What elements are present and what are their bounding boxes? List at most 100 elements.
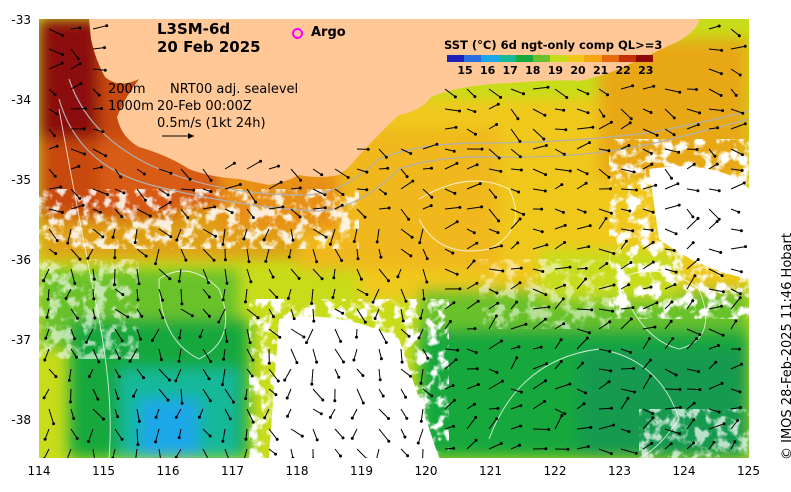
current-vector — [532, 228, 543, 233]
current-vector — [400, 208, 410, 220]
current-vector — [532, 86, 549, 90]
current-vector — [223, 348, 226, 360]
current-vector-head — [560, 414, 564, 418]
current-vector-head — [92, 277, 96, 281]
current-vector-head — [563, 412, 567, 416]
current-vector-head — [587, 245, 591, 249]
current-vector-head — [405, 416, 409, 420]
current-vector — [532, 268, 543, 272]
current-vector-head — [672, 133, 676, 137]
current-vector-head — [721, 290, 725, 294]
current-vector-head — [403, 435, 407, 439]
lon-tick-label: 116 — [156, 464, 180, 478]
current-vector-head — [81, 203, 85, 207]
current-vector — [664, 388, 680, 390]
sst-map[interactable] — [39, 19, 749, 458]
current-vector-head — [455, 220, 459, 224]
current-vector-head — [473, 327, 477, 331]
current-vector-head — [738, 406, 742, 409]
current-vector-head — [589, 425, 593, 429]
current-vector-head — [365, 170, 369, 174]
current-vector-head — [678, 405, 682, 409]
current-vector-head — [738, 292, 742, 296]
current-vector — [576, 126, 593, 130]
current-vector — [488, 407, 499, 410]
current-vector-head — [517, 345, 521, 349]
current-vector — [334, 188, 344, 195]
current-vector-head — [276, 379, 280, 383]
current-vector — [44, 348, 50, 361]
current-vector — [532, 168, 546, 176]
current-vector — [642, 417, 654, 430]
current-vector — [353, 228, 358, 242]
current-vector-head — [100, 107, 103, 110]
current-vector-head — [669, 319, 673, 323]
current-vector-head — [691, 241, 695, 245]
colorbar-segment — [481, 55, 499, 62]
current-vector — [488, 340, 502, 350]
current-vector-head — [734, 319, 738, 323]
current-vector-head — [375, 240, 379, 244]
current-vector — [598, 263, 608, 270]
current-vector — [664, 338, 674, 350]
current-vector — [400, 388, 407, 398]
current-vector-head — [452, 446, 456, 450]
current-vector-head — [721, 109, 725, 113]
current-vector — [376, 228, 380, 242]
current-vector — [708, 361, 717, 370]
current-vector-head — [678, 388, 682, 391]
current-vector-head — [517, 190, 521, 194]
current-vector — [664, 268, 677, 273]
current-vector-head — [416, 441, 420, 445]
current-vector-head — [350, 416, 354, 420]
current-vector — [175, 368, 182, 382]
current-vector — [158, 348, 162, 360]
current-vector — [378, 268, 389, 282]
current-vector-head — [356, 257, 360, 261]
current-vector — [378, 207, 390, 210]
current-vector — [686, 124, 699, 130]
current-vector — [576, 328, 590, 334]
current-vector — [92, 148, 106, 157]
current-vector-head — [169, 235, 173, 239]
current-vector-head — [717, 189, 721, 193]
current-vector-head — [197, 415, 201, 419]
current-vector-head — [419, 316, 423, 320]
current-vector — [708, 221, 718, 230]
current-vector-head — [75, 437, 79, 440]
current-vector-head — [501, 269, 505, 273]
current-vector-head — [417, 336, 421, 340]
current-vector — [444, 221, 458, 230]
colorbar-segment — [567, 55, 585, 62]
current-vector — [43, 388, 50, 399]
current-vector — [312, 168, 322, 176]
current-vector — [334, 368, 340, 378]
current-vector — [202, 268, 209, 283]
current-vector-head — [323, 206, 327, 210]
current-vector-head — [634, 188, 638, 192]
current-vector-head — [501, 379, 504, 383]
lon-tick-label: 120 — [414, 464, 438, 478]
current-vector-head — [585, 336, 589, 340]
current-vector-head — [256, 316, 260, 320]
current-vector — [466, 300, 479, 310]
current-vector — [466, 439, 477, 450]
current-vector — [202, 248, 215, 261]
current-vector — [642, 375, 651, 390]
current-vector — [686, 148, 698, 150]
current-vector-head — [563, 241, 567, 244]
current-vector-head — [361, 401, 365, 405]
lat-tick-label: -37 — [11, 333, 31, 347]
current-vector — [686, 259, 699, 270]
current-vector-head — [740, 362, 743, 366]
current-vector-head — [363, 320, 367, 324]
current-vector-head — [605, 262, 609, 265]
current-vector-head — [563, 223, 567, 227]
current-vector — [224, 448, 229, 458]
current-vector-head — [142, 172, 146, 176]
current-vector — [67, 228, 72, 244]
current-vector-head — [79, 82, 83, 86]
current-vector — [598, 208, 612, 214]
current-vector-head — [117, 356, 121, 360]
current-vector-head — [425, 280, 429, 284]
